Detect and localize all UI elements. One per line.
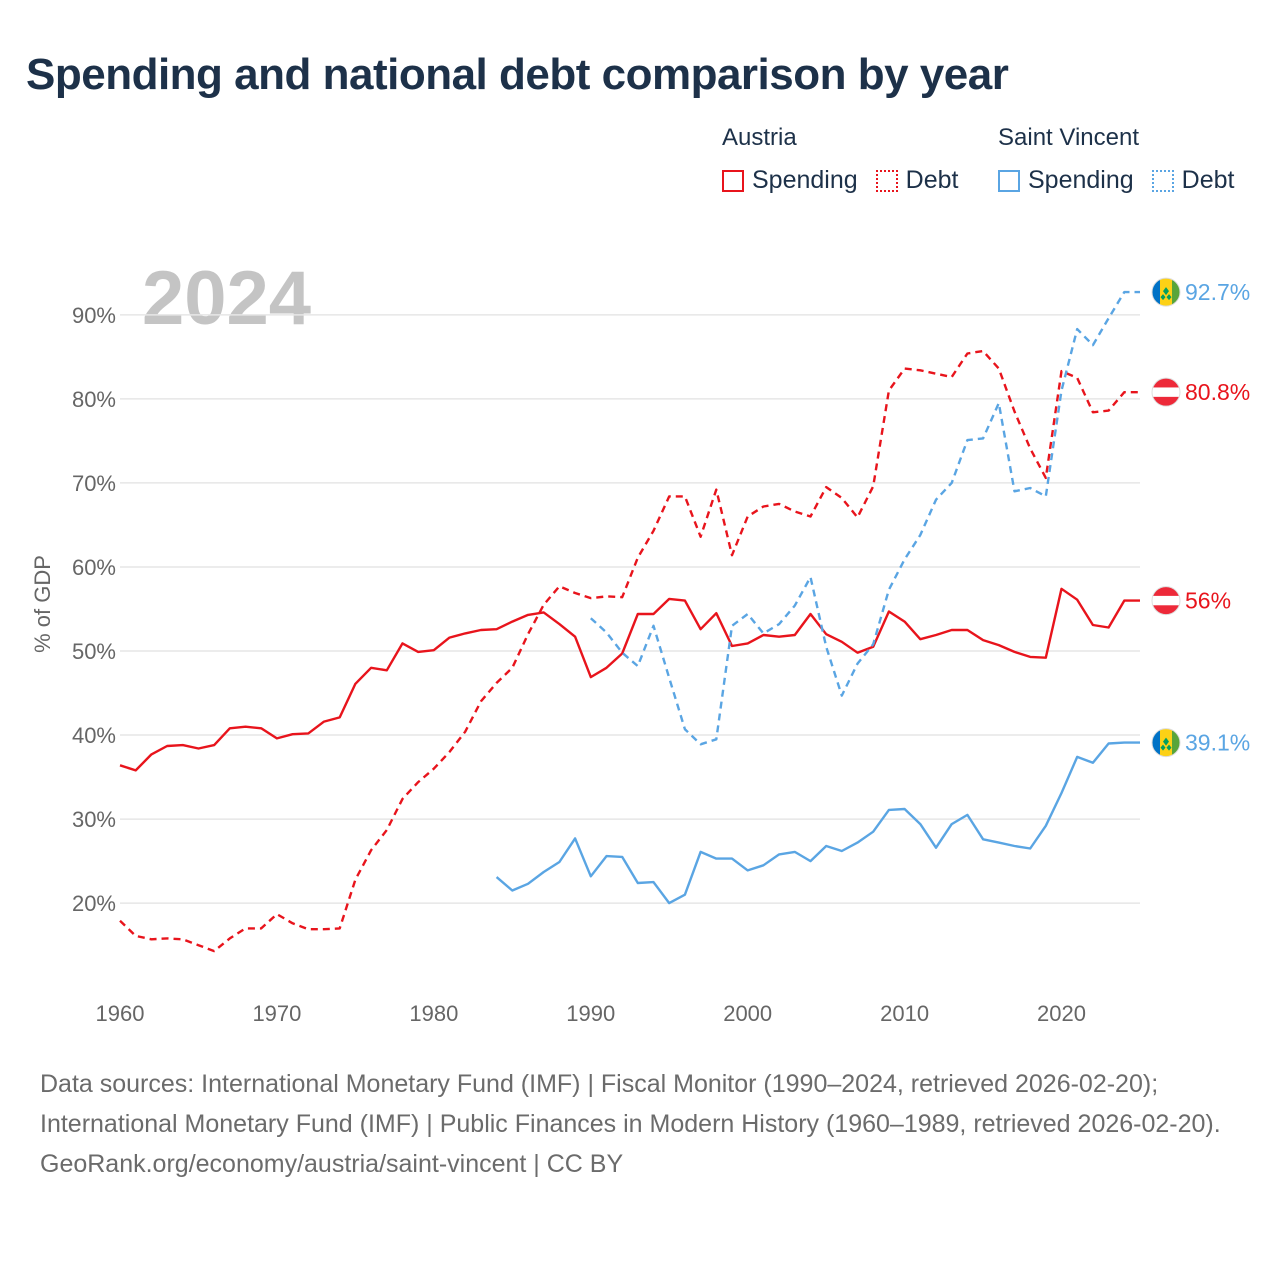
legend-label: Debt: [905, 166, 959, 194]
x-tick-label: 2020: [1037, 1001, 1086, 1026]
austria-flag-icon: [1152, 378, 1180, 407]
source-text: Data sources: International Monetary Fun…: [40, 1070, 1221, 1138]
end-value-label: 80.8%: [1185, 379, 1250, 405]
y-tick-label: 20%: [72, 891, 116, 916]
y-tick-label: 70%: [72, 471, 116, 496]
legend-austria-debt[interactable]: Debt: [875, 166, 959, 195]
y-axis-label: % of GDP: [30, 555, 55, 653]
y-tick-label: 60%: [72, 555, 116, 580]
legend-country-austria: Austria: [722, 124, 797, 151]
y-tick-label: 50%: [72, 639, 116, 664]
y-tick-label: 40%: [72, 723, 116, 748]
flag-ring: [1151, 277, 1181, 307]
y-tick-label: 30%: [72, 807, 116, 832]
source-footer: Data sources: International Monetary Fun…: [40, 1064, 1240, 1184]
end-marker-austria-debt: 80.8%: [1151, 377, 1250, 407]
y-tick-label: 90%: [72, 303, 116, 328]
legend-saint-vincent-spending[interactable]: Spending: [998, 166, 1134, 195]
series-line-austria-spending: [119, 587, 1140, 772]
end-marker-austria-spending: 56%: [1151, 586, 1231, 616]
end-value-label: 39.1%: [1185, 730, 1250, 756]
series-line-austria-debt: [119, 349, 1140, 953]
attribution-text: GeoRank.org/economy/austria/saint-vincen…: [40, 1150, 624, 1178]
flag-stripe: [1152, 595, 1180, 606]
legend-swatch-dotted-icon: [875, 169, 898, 192]
x-tick-label: 1990: [566, 1001, 615, 1026]
flag-stripe: [1152, 728, 1160, 757]
saint-vincent-flag-icon: [1152, 728, 1180, 757]
series-line-saint-vincent-debt: [589, 290, 1140, 746]
legend-saint-vincent: Saint Vincent Spending Debt: [998, 124, 1234, 195]
y-tick-label: 80%: [72, 387, 116, 412]
flag-diamonds: [1160, 737, 1172, 751]
series-line-saint-vincent-spending: [495, 741, 1140, 905]
austria-flag-icon: [1152, 586, 1180, 615]
legend-label: Debt: [1181, 166, 1235, 194]
legend-label: Spending: [752, 166, 858, 194]
end-value-label: 56%: [1185, 588, 1231, 614]
x-tick-label: 1960: [96, 1001, 145, 1026]
flag-ring: [1151, 728, 1181, 758]
flag-stripe: [1172, 728, 1180, 757]
x-tick-label: 2010: [880, 1001, 929, 1026]
legend-swatch-solid-icon: [722, 169, 744, 192]
year-watermark: 2024: [142, 256, 311, 341]
legend-swatch-dotted-icon: [1151, 169, 1174, 192]
legend-saint-vincent-debt[interactable]: Debt: [1151, 166, 1235, 195]
saint-vincent-flag-icon: [1152, 278, 1180, 307]
legend-austria-spending[interactable]: Spending: [722, 166, 858, 195]
end-marker-saint-vincent-debt: 92.7%: [1151, 277, 1250, 307]
flag-ring: [1151, 586, 1181, 616]
legend-label: Spending: [1028, 166, 1134, 194]
end-value-label: 92.7%: [1185, 279, 1250, 305]
x-tick-label: 1970: [252, 1001, 301, 1026]
flag-ring: [1151, 377, 1181, 407]
line-chart: 2024 20% 30% 40% 50% 60% 70% 80% 90% 1960 1970 1980…: [30, 256, 1250, 1026]
flag-stripe: [1152, 387, 1180, 397]
legend-country-saint-vincent: Saint Vincent: [998, 124, 1139, 151]
flag-stripe: [1172, 278, 1180, 307]
legend-swatch-solid-icon: [998, 169, 1020, 192]
legend-austria: Austria Spending Debt: [722, 124, 976, 195]
x-tick-label: 1980: [409, 1001, 458, 1026]
x-tick-label: 2000: [723, 1001, 772, 1026]
end-marker-saint-vincent-spending: 39.1%: [1151, 728, 1250, 758]
flag-stripe: [1152, 278, 1160, 307]
flag-diamonds: [1160, 287, 1172, 301]
chart-title: Spending and national debt comparison by…: [26, 50, 1009, 99]
